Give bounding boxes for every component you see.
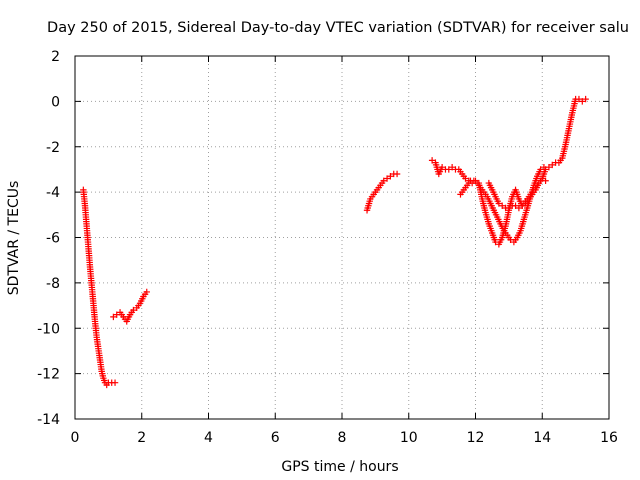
data-point <box>130 306 137 314</box>
data-point <box>575 95 583 103</box>
y-tick-label: -8 <box>46 276 60 292</box>
y-tick-label: -12 <box>37 367 60 383</box>
y-tick-label: -14 <box>37 412 60 428</box>
plot-frame <box>74 55 610 420</box>
data-point <box>539 175 546 182</box>
x-tick-label: 10 <box>400 430 418 446</box>
data-point <box>512 202 519 209</box>
data-point <box>462 175 469 182</box>
data-points <box>80 95 589 389</box>
x-tick-label: 16 <box>600 430 618 446</box>
data-point <box>515 204 523 212</box>
y-tick-label: -10 <box>37 321 60 337</box>
data-point <box>383 175 391 182</box>
data-point <box>445 166 452 173</box>
x-tick-label: 6 <box>271 430 280 446</box>
x-tick-labels: 0 2 4 6 8 10 12 14 16 <box>71 430 618 446</box>
data-point <box>143 288 150 296</box>
chart-title: Day 250 of 2015, Sidereal Day-to-day VTE… <box>47 20 629 36</box>
x-axis-label: GPS time / hours <box>281 459 398 475</box>
y-tick-label: -4 <box>46 185 60 201</box>
data-point <box>499 202 506 209</box>
x-tick-label: 14 <box>533 430 551 446</box>
data-point <box>470 177 478 184</box>
x-tick-label: 12 <box>467 430 485 446</box>
y-tick-label: -2 <box>46 140 60 156</box>
data-point <box>428 157 436 164</box>
y-tick-labels: -14 -12 -10 -8 -6 -4 -2 0 2 <box>37 49 60 428</box>
x-tick-label: 8 <box>338 430 347 446</box>
data-point <box>542 177 549 184</box>
data-point <box>111 379 119 386</box>
y-tick-label: 0 <box>51 94 60 110</box>
data-point <box>579 98 586 105</box>
data-point <box>380 177 387 184</box>
data-point <box>495 200 503 207</box>
x-tick-label: 2 <box>137 430 146 446</box>
data-point <box>438 163 446 171</box>
data-point <box>505 204 513 212</box>
y-axis-label: SDTVAR / TECUs <box>6 181 22 296</box>
x-tick-label: 4 <box>204 430 213 446</box>
data-point <box>540 163 548 171</box>
data-point <box>537 166 544 173</box>
data-point <box>387 173 394 180</box>
data-point <box>448 163 456 171</box>
grid-lines <box>75 56 609 419</box>
data-point <box>549 161 556 169</box>
data-point <box>110 313 117 321</box>
y-tick-label: 2 <box>51 49 60 65</box>
y-tick-label: -6 <box>46 231 60 247</box>
data-point <box>582 95 589 103</box>
data-point <box>393 170 401 178</box>
x-tick-label: 0 <box>71 430 80 446</box>
